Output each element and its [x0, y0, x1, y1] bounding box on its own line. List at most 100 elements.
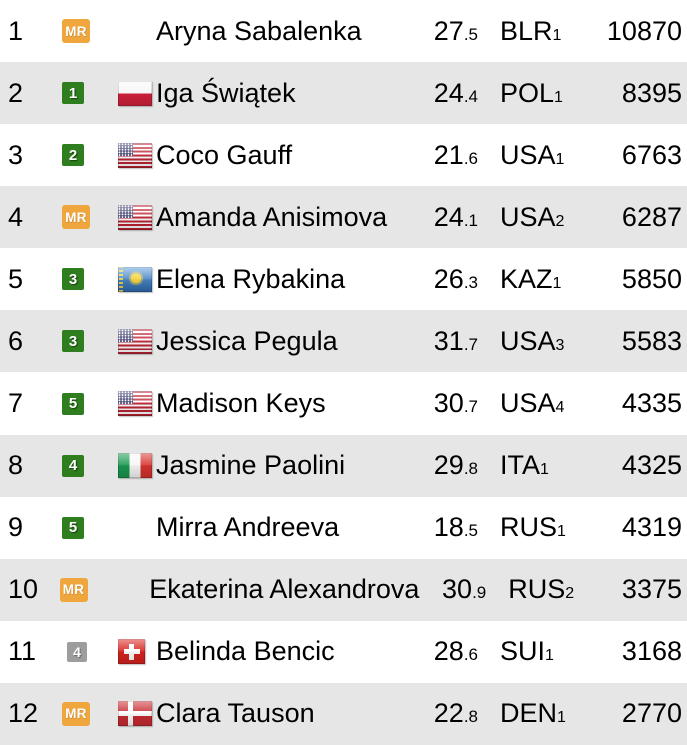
country-code: ITA — [500, 450, 540, 481]
age-years: 21 — [433, 139, 464, 170]
player-name[interactable]: Mirra Andreeva — [156, 512, 340, 543]
player-name[interactable]: Elena Rybakina — [156, 263, 346, 294]
country-code: SUI — [500, 636, 546, 667]
player-name[interactable]: Jasmine Paolini — [156, 450, 346, 481]
player-name[interactable]: Aryna Sabalenka — [156, 15, 362, 46]
badge-cell: 4 — [62, 641, 118, 662]
movement-badge: 4 — [62, 454, 84, 477]
player-name[interactable]: Coco Gauff — [156, 139, 293, 170]
player-age: 29.8 — [408, 450, 478, 481]
player-name[interactable]: Jessica Pegula — [156, 325, 338, 356]
rank-value: 10 — [8, 574, 39, 605]
flag-cell — [118, 639, 156, 665]
player-age: 27.5 — [408, 16, 478, 47]
country-rank-subscript: 1 — [557, 709, 566, 727]
age-decimal: .4 — [463, 86, 478, 106]
player-name[interactable]: Clara Tauson — [156, 698, 315, 729]
rank-value: 12 — [8, 698, 39, 729]
points-value: 3375 — [621, 574, 682, 605]
points-value: 5583 — [621, 325, 682, 356]
country-cell: ITA1 — [500, 450, 578, 481]
player-name[interactable]: Iga Świątek — [156, 77, 296, 108]
movement-badge: 3 — [62, 330, 84, 353]
country-rank-subscript: 2 — [565, 585, 575, 603]
country-cell: DEN1 — [500, 698, 578, 729]
badge-cell: 3 — [62, 330, 118, 353]
country-rank-subscript: 1 — [552, 274, 562, 292]
country-code: USA — [500, 325, 556, 356]
country-code: RUS — [508, 574, 566, 605]
age-years: 29 — [433, 450, 464, 481]
badge-cell: 1 — [62, 82, 118, 105]
country-code: POL — [500, 77, 555, 108]
rank-value: 2 — [8, 77, 24, 108]
points-value: 4325 — [621, 450, 682, 481]
movement-badge: 4 — [67, 641, 87, 662]
age-years: 22 — [433, 698, 464, 729]
points-value: 4319 — [621, 512, 682, 543]
table-row: 7 5 Madison Keys 30.7 USA4 4335 — [0, 372, 687, 435]
movement-badge: 1 — [62, 82, 84, 105]
player-age: 28.6 — [408, 636, 478, 667]
table-row: 1 MR Aryna Sabalenka 27.5 BLR1 10870 — [0, 0, 687, 63]
flag-cell — [118, 328, 156, 354]
player-name[interactable]: Belinda Bencic — [156, 636, 335, 667]
country-code: RUS — [500, 512, 558, 543]
badge-cell: 5 — [62, 392, 118, 415]
country-rank-subscript: 3 — [555, 336, 565, 354]
age-years: 24 — [433, 77, 464, 108]
age-years: 28 — [433, 636, 464, 667]
country-cell: USA4 — [500, 388, 578, 419]
country-code: USA — [500, 139, 556, 170]
country-rank-subscript: 1 — [554, 88, 563, 106]
age-decimal: .6 — [463, 645, 478, 665]
age-years: 30 — [442, 574, 473, 605]
rank-value: 3 — [8, 139, 24, 170]
player-age: 30.7 — [408, 388, 478, 419]
age-decimal: .8 — [463, 459, 478, 479]
rank-value: 9 — [8, 512, 24, 543]
flag-cell — [118, 391, 156, 416]
country-cell: BLR1 — [500, 16, 578, 47]
movement-badge: MR — [62, 701, 90, 726]
player-age: 22.8 — [408, 698, 478, 729]
flag-cell — [118, 453, 156, 479]
age-years: 30 — [433, 388, 464, 418]
country-code: BLR — [500, 15, 553, 46]
table-row: 10 MR Ekaterina Alexandrova 30.9 RUS2 33… — [0, 558, 687, 621]
movement-badge: MR — [62, 19, 90, 44]
country-rank-subscript: 2 — [555, 212, 565, 230]
country-rank-subscript: 1 — [545, 647, 554, 665]
rank-value: 5 — [8, 263, 24, 294]
country-code: KAZ — [500, 263, 553, 294]
rank-value: 1 — [8, 15, 24, 46]
country-cell: USA2 — [500, 202, 578, 233]
movement-badge: 5 — [62, 516, 84, 539]
rank-value: 4 — [8, 201, 24, 232]
country-rank-subscript: 1 — [552, 26, 562, 44]
age-decimal: .3 — [463, 272, 478, 292]
age-decimal: .7 — [463, 397, 478, 416]
flag-icon-kaz — [118, 266, 152, 292]
age-years: 24 — [433, 201, 464, 232]
flag-icon-usa — [118, 204, 152, 230]
player-name[interactable]: Ekaterina Alexandrova — [149, 574, 420, 605]
age-decimal: .1 — [463, 210, 478, 230]
badge-cell: MR — [62, 205, 118, 230]
player-age: 24.4 — [408, 78, 478, 109]
movement-badge: 5 — [62, 392, 84, 415]
flag-icon-ita — [118, 453, 152, 479]
age-decimal: .9 — [472, 583, 487, 603]
player-name[interactable]: Madison Keys — [156, 388, 326, 418]
badge-cell: 3 — [62, 268, 118, 291]
country-cell: KAZ1 — [500, 264, 578, 295]
country-cell: POL1 — [500, 78, 578, 109]
age-decimal: .7 — [463, 334, 478, 354]
badge-cell: MR — [62, 19, 118, 44]
player-name[interactable]: Amanda Anisimova — [156, 201, 388, 232]
age-decimal: .6 — [463, 148, 478, 168]
points-value: 3168 — [621, 636, 682, 667]
country-cell: RUS1 — [500, 512, 578, 543]
age-years: 18 — [433, 512, 464, 543]
